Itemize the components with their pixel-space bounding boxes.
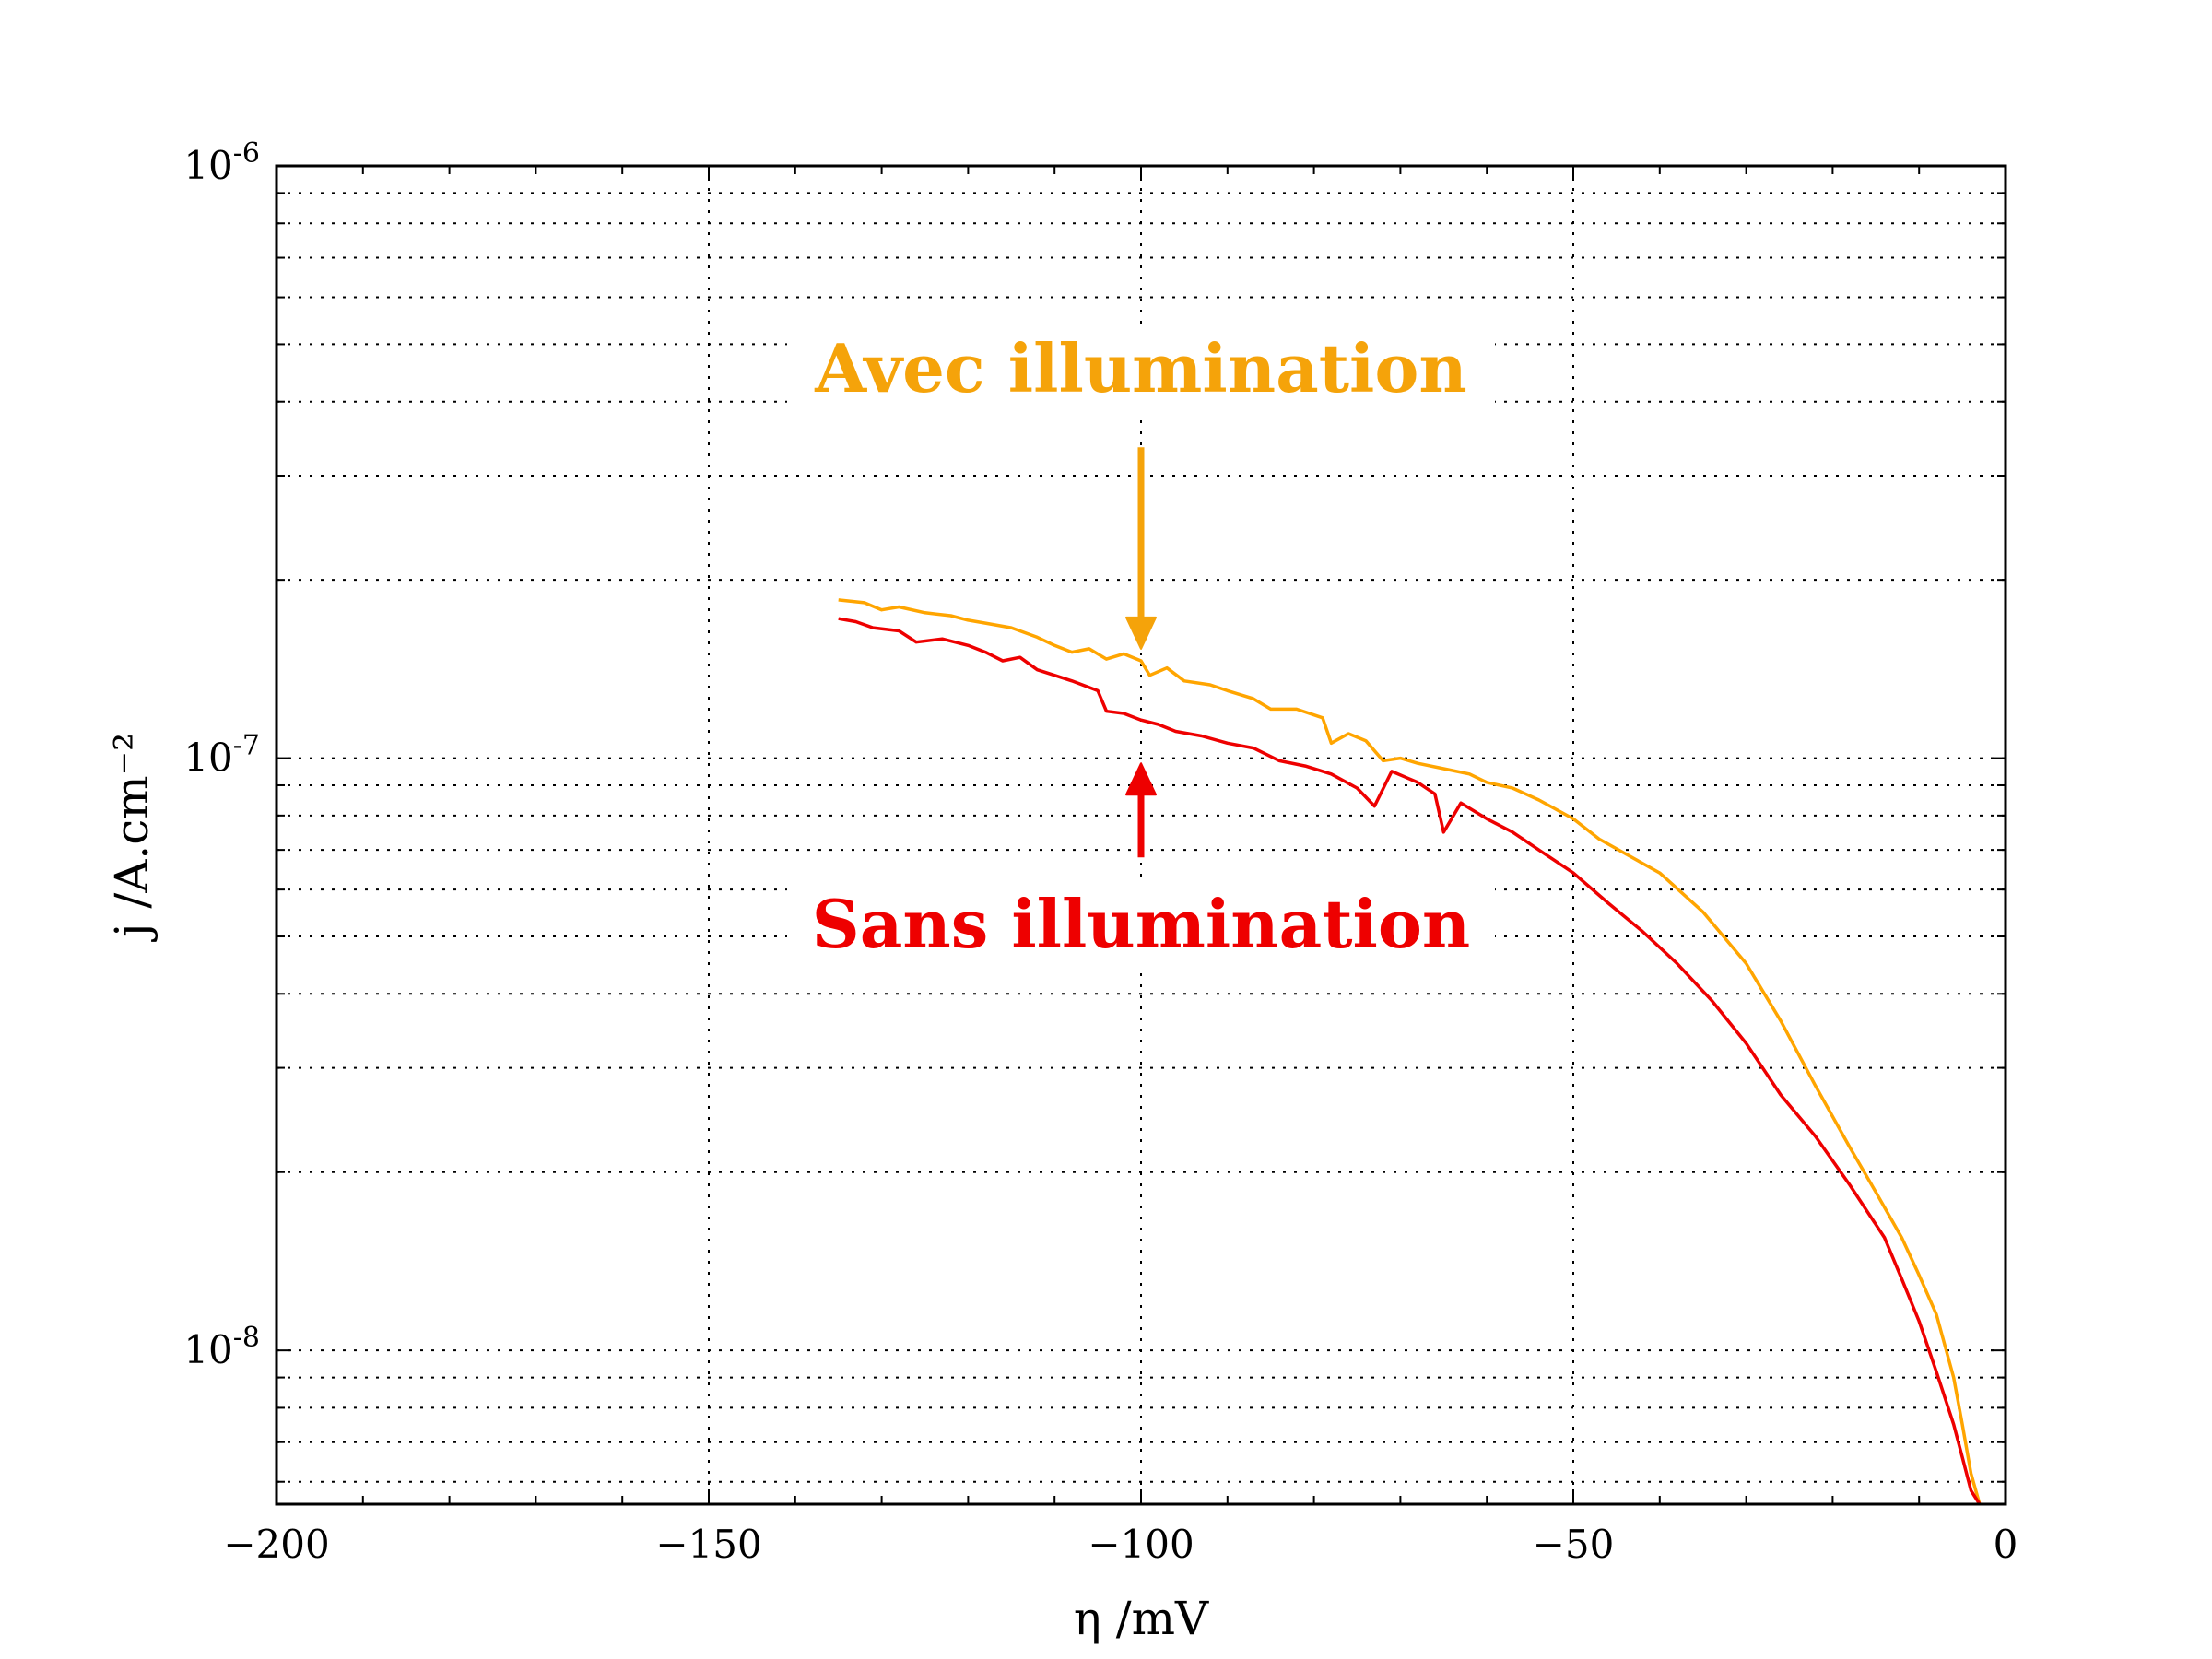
annotations: Avec illumination Sans illumination xyxy=(787,325,1495,972)
annotation-label: Sans illumination xyxy=(812,885,1471,963)
ticks: −200 −150 −100 −50 010-810-710-6 xyxy=(183,137,2018,1567)
y-axis-title: j /A.cm⁻² xyxy=(105,733,159,942)
annotation-arrow-head xyxy=(1125,762,1157,796)
x-tick-label: −100 xyxy=(1088,1522,1194,1567)
y-tick-base: 10 xyxy=(183,143,232,188)
x-tick-label: 0 xyxy=(1994,1522,2018,1567)
series-layer xyxy=(838,598,1982,1505)
y-tick-label: 10-7 xyxy=(183,730,260,781)
annotation-background xyxy=(787,881,1495,972)
series-line-0 xyxy=(838,598,1982,1505)
y-tick-exponent: -8 xyxy=(233,1322,260,1354)
series-line-1 xyxy=(838,617,1982,1505)
y-tick-label: 10-6 xyxy=(183,137,260,188)
y-tick-exponent: -7 xyxy=(233,730,260,762)
x-axis-title: η /mV xyxy=(1074,1592,1209,1645)
x-tick-label: −50 xyxy=(1533,1522,1615,1567)
x-tick-label: −150 xyxy=(655,1522,761,1567)
y-tick-base: 10 xyxy=(183,735,232,781)
y-tick-exponent: -6 xyxy=(233,137,260,170)
annotation-background xyxy=(787,325,1495,417)
y-tick-label: 10-8 xyxy=(183,1322,260,1372)
annotation-label: Avec illumination xyxy=(814,329,1466,407)
annotation-arrow-head xyxy=(1125,616,1157,650)
y-tick-base: 10 xyxy=(183,1327,232,1372)
x-tick-label: −200 xyxy=(223,1522,329,1567)
